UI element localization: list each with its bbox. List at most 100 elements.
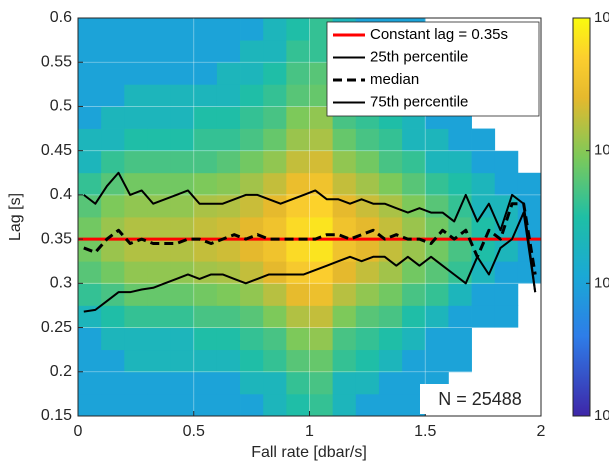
heatmap-cell	[263, 283, 287, 306]
heatmap-cell	[286, 371, 310, 395]
heatmap-cell	[78, 393, 102, 417]
heatmap-cell	[263, 239, 287, 262]
heatmap-cell	[216, 128, 241, 152]
heatmap-cell	[378, 239, 403, 262]
heatmap-cell	[494, 217, 519, 240]
heatmap-cell	[101, 128, 125, 152]
heatmap-cell	[147, 194, 171, 218]
heatmap-cell	[263, 327, 287, 351]
heatmap-cell	[263, 40, 287, 63]
heatmap-cell	[355, 172, 380, 196]
heatmap-cell	[402, 327, 426, 351]
heatmap-cell	[101, 327, 125, 351]
heatmap-cell	[170, 40, 195, 63]
heatmap-cell	[124, 194, 148, 218]
heatmap-cell	[286, 62, 310, 85]
heatmap-cell	[193, 106, 218, 129]
legend: Constant lag = 0.35s 25th percentile media…	[326, 21, 540, 117]
heatmap-cell	[240, 283, 264, 306]
heatmap-cell	[78, 327, 102, 351]
heatmap-cell	[402, 217, 426, 240]
heatmap-cell	[216, 40, 241, 63]
heatmap-cell	[378, 371, 403, 395]
heatmap-cell	[193, 150, 218, 174]
heatmap-cell	[101, 150, 125, 174]
heatmap-cell	[216, 150, 241, 174]
heatmap-cell	[147, 305, 171, 328]
heatmap-cell	[378, 305, 403, 328]
legend-box	[326, 21, 540, 117]
heatmap-cell	[193, 371, 218, 395]
heatmap-cell	[193, 18, 218, 41]
heatmap-cell	[309, 305, 334, 328]
x-axis-label: Fall rate [dbar/s]	[251, 444, 367, 461]
annotation: N = 25488	[438, 389, 522, 409]
heatmap-cell	[124, 261, 148, 284]
heatmap-cell	[402, 150, 426, 174]
heatmap-cell	[147, 327, 171, 351]
heatmap-cell	[355, 261, 380, 284]
y-tick-label: 0.3	[50, 275, 72, 292]
heatmap-cell	[240, 40, 264, 63]
heatmap-cell	[263, 172, 287, 196]
heatmap-cell	[286, 128, 310, 152]
heatmap-cell	[494, 194, 519, 218]
heatmap-cell	[425, 349, 449, 373]
heatmap-cell	[263, 128, 287, 152]
heatmap-cell	[78, 371, 102, 395]
heatmap-cell	[101, 18, 125, 41]
heatmap-cell	[78, 18, 102, 41]
heatmap-cell	[309, 239, 334, 262]
heatmap-cell	[240, 371, 264, 395]
heatmap-cell	[193, 393, 218, 417]
heatmap-cell	[471, 283, 496, 306]
legend-label: Constant lag = 0.35s	[370, 26, 508, 43]
heatmap-cell	[332, 261, 357, 284]
y-tick-label: 0.55	[41, 53, 72, 70]
heatmap-cell	[193, 194, 218, 218]
heatmap-cell	[101, 239, 125, 262]
heatmap-cell	[193, 349, 218, 373]
heatmap-cell	[170, 393, 195, 417]
heatmap-cell	[170, 194, 195, 218]
heatmap-cell	[78, 283, 102, 306]
series-line	[83, 211, 537, 313]
heatmap-cell	[124, 283, 148, 306]
heatmap-cell	[263, 371, 287, 395]
heatmap-cell	[286, 150, 310, 174]
heatmap-cell	[263, 106, 287, 129]
heatmap-cell	[147, 18, 171, 41]
heatmap-cell	[101, 172, 125, 196]
heatmap-cell	[355, 371, 380, 395]
heatmap-cell	[240, 327, 264, 351]
heatmap-cell	[263, 393, 287, 417]
heatmap-cell	[193, 40, 218, 63]
heatmap-cell	[216, 305, 241, 328]
heatmap-cell	[263, 305, 287, 328]
heatmap-cell	[193, 327, 218, 351]
heatmap-cell	[170, 283, 195, 306]
axes: 0 0.5 1 1.5 2 0.15 0.2 0.25 0.3 0.35 0.4 0.45 0.5 0.5…	[41, 9, 546, 440]
heatmap-cell	[193, 84, 218, 107]
heatmap-cell	[355, 349, 380, 373]
heatmap-cell	[240, 128, 264, 152]
heatmap-cell	[263, 349, 287, 373]
heatmap-cell	[286, 194, 310, 218]
heatmap-cell	[147, 106, 171, 129]
heatmap-cell	[517, 194, 542, 218]
heatmap-cell	[471, 172, 496, 196]
heatmap-cell	[448, 305, 472, 328]
colorbar-axis: 10⁻¹ 10⁰ 10¹ 10²	[586, 9, 609, 424]
heatmap-cell	[402, 128, 426, 152]
heatmap-cell	[101, 84, 125, 107]
heatmap-cell	[332, 150, 357, 174]
heatmap-cell	[332, 172, 357, 196]
heatmap-cell	[378, 327, 403, 351]
heatmap-cell	[124, 371, 148, 395]
heatmap-cell	[78, 106, 102, 129]
heatmap-cell	[193, 261, 218, 284]
y-tick-label: 0.4	[50, 186, 72, 203]
heatmap-cell	[378, 172, 403, 196]
heatmap-cell	[332, 217, 357, 240]
